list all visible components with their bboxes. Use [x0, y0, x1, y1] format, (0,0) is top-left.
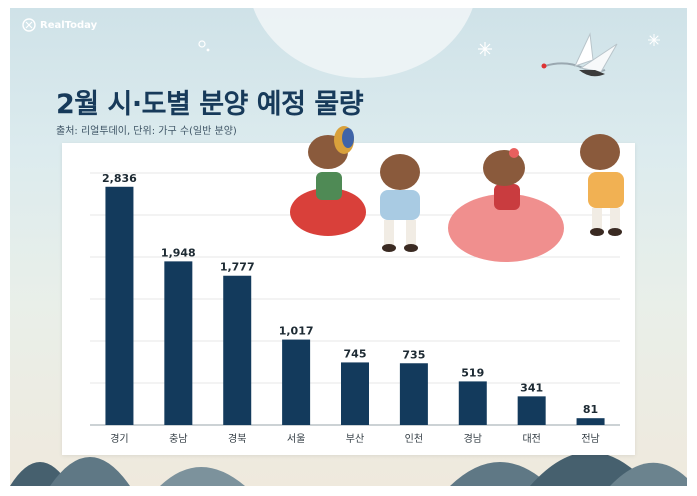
data-label: 81: [583, 403, 598, 416]
data-label: 341: [520, 381, 543, 394]
bar-경남: [458, 381, 487, 425]
bar-경기: [105, 186, 134, 425]
data-label: 735: [402, 348, 425, 361]
bar-인천: [399, 363, 428, 425]
moon: [248, 8, 478, 78]
bar-대전: [517, 396, 546, 425]
leaf-decoration: [10, 452, 687, 486]
x-tick-label: 경기: [110, 432, 128, 445]
bar-경북: [223, 275, 252, 425]
x-tick-label: 서울: [287, 433, 305, 445]
data-label: 1,948: [161, 246, 196, 259]
data-label: 519: [461, 366, 484, 379]
x-tick-label: 전남: [581, 433, 599, 445]
snowflake-icon: [478, 42, 492, 56]
x-tick-label: 부산: [346, 433, 364, 445]
horse-characters-illustration: [290, 126, 624, 262]
data-label: 1,777: [220, 261, 255, 274]
x-tick-label: 경남: [464, 432, 482, 445]
dot-decoration: [198, 40, 210, 52]
data-label: 745: [344, 347, 367, 360]
crane-illustration: [541, 32, 618, 77]
bar-전남: [576, 418, 605, 425]
data-label: 2,836: [102, 172, 137, 185]
source-note: 출처: 리얼투데이, 단위: 가구 수(일반 분양): [56, 126, 237, 137]
bar-서울: [282, 339, 311, 425]
brand-logo: RealToday: [22, 18, 97, 32]
bar-부산: [341, 362, 369, 425]
x-tick-label: 경북: [228, 432, 246, 445]
snowflake-icon: [648, 34, 660, 46]
chart-title: 2월 시·도별 분양 예정 물량: [56, 89, 364, 120]
infographic-frame: RealToday 2월 시·도별 분양 예정 물량 출처: 리얼투데이, 단위…: [10, 8, 687, 486]
brand-logo-icon: [22, 18, 36, 32]
x-tick-label: 인천: [405, 433, 423, 445]
x-tick-label: 충남: [169, 433, 187, 445]
bar-충남: [164, 261, 193, 425]
x-tick-label: 대전: [522, 433, 540, 445]
brand-name: RealToday: [40, 19, 98, 31]
data-label: 1,017: [279, 325, 314, 338]
bar-chart: 2,836 경기 1,948 충남 1,777 경북 1,017 서울 745 부산 735 인천 51…: [90, 172, 620, 445]
